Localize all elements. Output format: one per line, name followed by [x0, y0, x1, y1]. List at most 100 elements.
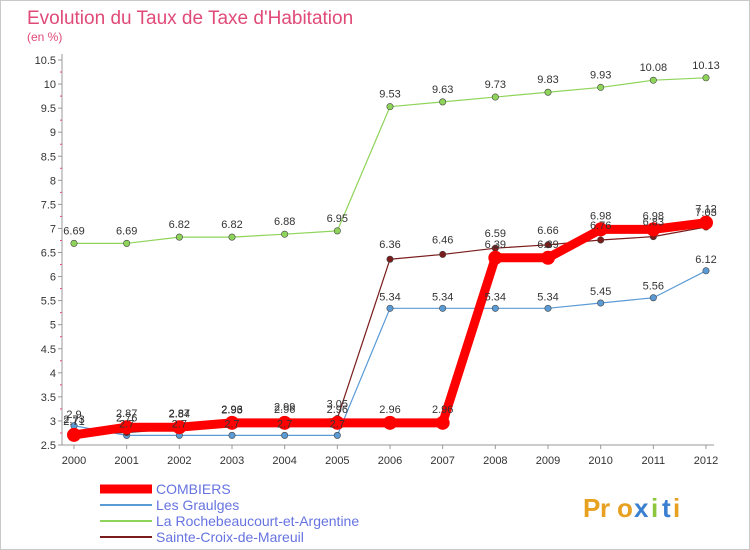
y-tick-label: 10.5 — [35, 55, 56, 67]
data-label: 5.56 — [643, 281, 664, 293]
y-tick-label: 3 — [50, 416, 56, 428]
y-tick-label: 4 — [50, 368, 56, 380]
data-label: 2.87 — [116, 408, 137, 420]
data-point — [541, 250, 555, 265]
data-label: 6.69 — [63, 225, 84, 237]
logo-letter: i — [673, 493, 680, 523]
data-point — [225, 415, 239, 430]
data-label: 6.82 — [169, 219, 190, 231]
data-label: 2.7 — [224, 418, 239, 430]
data-point — [70, 239, 78, 247]
data-label: 7.12 — [695, 204, 716, 216]
x-tick-label: 2007 — [430, 455, 454, 467]
legend-label: Les Graulges — [156, 497, 239, 513]
data-label: 2.73 — [63, 414, 84, 426]
data-label: 6.12 — [695, 254, 716, 266]
data-point — [491, 304, 499, 312]
data-point — [544, 88, 552, 96]
data-point — [383, 415, 397, 430]
axes: 2.533.544.555.566.577.588.599.51010.5200… — [35, 54, 718, 467]
data-label: 5.34 — [537, 291, 558, 303]
data-label: 6.83 — [643, 217, 664, 229]
data-label: 9.63 — [432, 84, 453, 96]
data-label: 2.96 — [221, 404, 242, 416]
data-label: 6.69 — [116, 225, 137, 237]
legend-label: Sainte-Croix-de-Mareuil — [156, 529, 304, 545]
data-point — [228, 431, 236, 439]
x-tick-label: 2000 — [62, 455, 86, 467]
x-tick-label: 2002 — [167, 455, 191, 467]
data-label: 2.87 — [169, 408, 190, 420]
data-label: 6.98 — [643, 210, 664, 222]
data-label: 6.95 — [327, 213, 348, 225]
data-point — [277, 415, 292, 430]
data-point — [435, 415, 450, 430]
x-tick-label: 2003 — [220, 455, 244, 467]
data-point — [702, 267, 710, 275]
legend-label: La Rochebeaucourt-et-Argentine — [156, 513, 359, 529]
data-label: 9.83 — [537, 74, 558, 86]
data-label: 5.45 — [590, 286, 611, 298]
data-label: 2.9 — [66, 409, 81, 421]
y-tick-label: 8.5 — [41, 151, 56, 163]
data-label: 9.93 — [590, 69, 611, 81]
data-point — [281, 431, 289, 439]
data-label: 2.76 — [116, 412, 137, 424]
data-point — [228, 233, 236, 241]
data-label: 6.39 — [485, 239, 506, 251]
logo-letter: i — [651, 493, 658, 523]
data-label: 10.08 — [640, 62, 668, 74]
y-tick-label: 2.5 — [41, 440, 56, 452]
data-point — [439, 98, 447, 106]
legend-label: COMBIERS — [156, 481, 231, 497]
data-label: 7.03 — [695, 207, 716, 219]
chart-title: Evolution du Taux de Taxe d'Habitation — [27, 8, 353, 29]
data-point — [281, 230, 289, 238]
data-label: 6.39 — [537, 239, 558, 251]
data-point — [593, 222, 608, 237]
data-point — [649, 294, 657, 302]
data-point — [439, 250, 447, 258]
logo-letter: P — [583, 493, 600, 523]
y-tick-label: 7.5 — [41, 199, 56, 211]
data-point — [646, 222, 661, 237]
data-point — [649, 76, 657, 84]
data-point — [330, 415, 345, 430]
y-tick-label: 5.5 — [41, 296, 56, 308]
x-tick-label: 2006 — [378, 455, 402, 467]
data-point — [439, 304, 447, 312]
data-label: 2.7 — [172, 418, 187, 430]
y-tick-label: 6 — [50, 272, 56, 284]
data-label: 5.34 — [432, 291, 453, 303]
y-tick-label: 4.5 — [41, 344, 56, 356]
data-labels: 6.69 6.69 6.82 6.82 6.88 6.95 9.53 9.63 9.73 9.83… — [63, 60, 719, 431]
data-label: 5.34 — [485, 291, 506, 303]
data-point — [699, 215, 713, 230]
chart-subtitle: (en %) — [27, 30, 62, 44]
data-point — [119, 420, 134, 435]
data-label: 2.7 — [330, 418, 345, 430]
logo-letter: r — [600, 493, 610, 523]
y-tick-label: 5 — [50, 320, 56, 332]
data-point — [597, 299, 605, 307]
data-point — [333, 227, 341, 235]
y-tick-label: 9 — [50, 127, 56, 139]
y-tick-label: 8 — [50, 175, 56, 187]
x-tick-label: 2004 — [272, 455, 296, 467]
data-point — [386, 255, 394, 263]
data-point — [386, 103, 394, 111]
data-label: 2.96 — [432, 404, 453, 416]
data-label: 2.99 — [274, 401, 295, 413]
data-point — [67, 427, 81, 442]
data-label: 6.59 — [485, 228, 506, 240]
data-label: 6.36 — [379, 239, 400, 251]
data-point — [175, 233, 183, 241]
x-tick-label: 2008 — [483, 455, 507, 467]
data-label: 2.84 — [169, 409, 190, 421]
data-label: 2.7 — [277, 418, 292, 430]
data-point — [172, 420, 187, 435]
data-point — [491, 93, 499, 101]
